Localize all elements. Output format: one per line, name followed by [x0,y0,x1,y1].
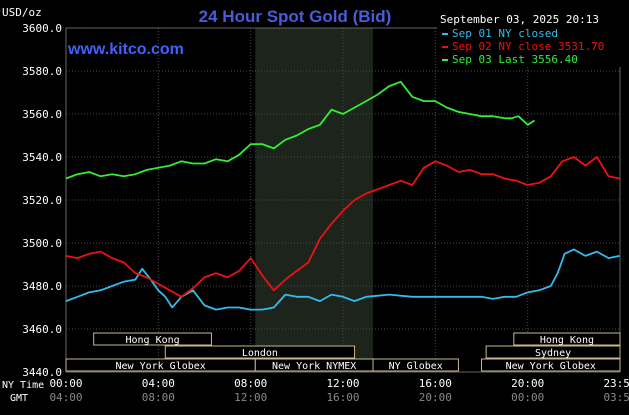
y-unit-label: USD/oz [2,6,42,19]
y-tick-label: 3540.0 [22,151,62,164]
x-tick-label-gmt: 12:00 [234,391,267,404]
session-label: Hong Kong [125,335,179,346]
chart-title: 24 Hour Spot Gold (Bid) [199,7,392,26]
x-tick-label-ny: 16:00 [419,377,452,390]
session-box [513,332,621,346]
session-box [372,358,459,372]
x-tick-label-gmt: 08:00 [142,391,175,404]
x-tick-label-gmt: 03:59 [603,391,629,404]
x-tick-label-ny: 08:00 [234,377,267,390]
session-label: NY Globex [389,361,443,372]
session-box [485,345,621,359]
watermark-url: www.kitco.com [67,41,184,58]
session-label: London [242,348,278,359]
x-tick-label-gmt: 04:00 [49,391,82,404]
session-box [93,332,212,346]
y-tick-label: 3500.0 [22,237,62,250]
session-box [164,345,356,359]
x-axis-ny-label: NY Time [2,380,44,391]
x-axis-gmt-label: GMT [10,393,28,404]
x-tick-label-ny: 23:59 [603,377,629,390]
session-label: Hong Kong [540,335,594,346]
x-tick-label-gmt: 16:00 [326,391,359,404]
session-label: New York Globex [506,361,596,372]
x-tick-label-ny: 20:00 [511,377,544,390]
legend-background [437,25,623,67]
y-tick-label: 3600.0 [22,22,62,35]
legend-entry: Sep 01 NY closed [452,27,558,40]
x-tick-label-ny: 12:00 [326,377,359,390]
plot-frame [65,27,621,373]
x-tick-label-gmt: 20:00 [419,391,452,404]
y-tick-label: 3580.0 [22,65,62,78]
x-tick-label-ny: 04:00 [142,377,175,390]
series-line [65,80,536,180]
session-label: New York NYMEX [272,361,356,372]
x-tick-label-ny: 00:00 [49,377,82,390]
y-tick-label: 3520.0 [22,194,62,207]
session-box [481,358,621,372]
y-tick-label: 3480.0 [22,280,62,293]
legend-entry: Sep 03 Last 3556.40 [452,53,578,66]
timestamp: September 03, 2025 20:13 [440,13,599,26]
x-tick-label-gmt: 00:00 [511,391,544,404]
series-line [65,156,620,298]
series-line [65,248,620,311]
y-tick-label: 3560.0 [22,108,62,121]
legend-entry: Sep 02 NY close 3531.70 [452,40,604,53]
session-label: Sydney [535,348,571,359]
y-tick-label: 3440.0 [22,366,62,379]
y-tick-label: 3460.0 [22,323,62,336]
session-label: New York Globex [115,361,205,372]
